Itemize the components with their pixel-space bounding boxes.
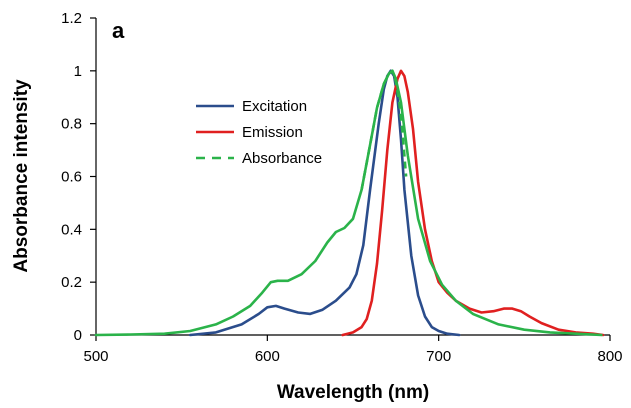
- y-tick-label: 1.2: [61, 10, 82, 27]
- series-line-excitation: [188, 69, 461, 337]
- legend-label-absorbance: Absorbance: [242, 150, 322, 167]
- y-tick-label: 0.4: [61, 221, 82, 238]
- legend-label-excitation: Excitation: [242, 98, 307, 115]
- y-tick-label: 0.2: [61, 274, 82, 291]
- panel-label: a: [112, 18, 125, 43]
- y-axis-title: Absorbance intensity: [11, 79, 32, 273]
- y-tick-label: 0.6: [61, 169, 82, 186]
- y-tick-label: 1: [74, 63, 82, 80]
- y-tick-label: 0.8: [61, 116, 82, 133]
- axes: [95, 18, 610, 336]
- x-tick-label: 700: [426, 348, 451, 365]
- legend-label-emission: Emission: [242, 124, 303, 141]
- series-lines: [94, 69, 605, 337]
- x-tick-label: 500: [83, 348, 108, 365]
- y-tick-label: 0: [74, 327, 82, 344]
- series-line-absorbance: [94, 69, 603, 337]
- series-line-absorbance-dashed: [360, 69, 408, 190]
- x-tick-label: 600: [255, 348, 280, 365]
- ticks: 0 0.2 0.4 0.6 0.8 1 1.2 500 600 700 800: [61, 10, 622, 365]
- x-tick-label: 800: [597, 348, 622, 365]
- x-axis-title: Wavelength (nm): [277, 382, 429, 403]
- series-line-emission: [341, 69, 605, 337]
- legend: Excitation Emission Absorbance: [196, 98, 322, 167]
